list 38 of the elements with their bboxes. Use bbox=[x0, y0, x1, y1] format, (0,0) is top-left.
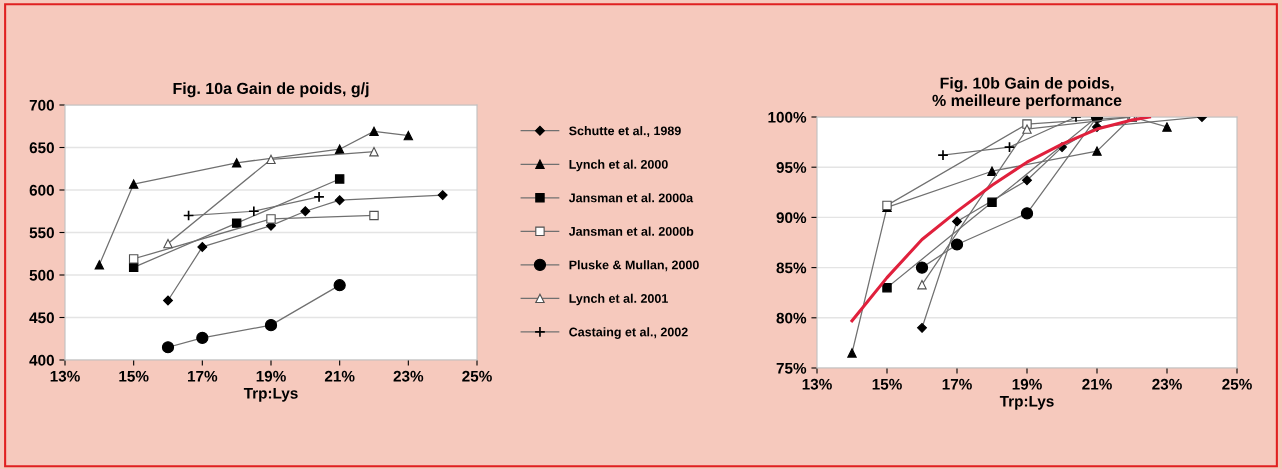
legend-label: Castaing et al., 2002 bbox=[569, 327, 688, 339]
chart-title: Fig. 10a Gain de poids, g/j bbox=[173, 82, 369, 98]
y-tick-label: 75% bbox=[776, 362, 807, 374]
x-tick-label: 19% bbox=[256, 370, 286, 382]
y-tick-label: 85% bbox=[776, 262, 807, 274]
legend-label: Pluske & Mullan, 2000 bbox=[569, 260, 699, 272]
x-tick-label: 19% bbox=[1012, 378, 1042, 390]
x-axis-title: Trp:Lys bbox=[243, 388, 298, 402]
y-tick-label: 90% bbox=[776, 212, 807, 224]
y-tick-label: 700 bbox=[29, 99, 54, 111]
y-tick-label: 95% bbox=[776, 162, 807, 173]
legend-label: Schutte et al., 1989 bbox=[569, 126, 681, 138]
x-tick-label: 17% bbox=[188, 370, 218, 382]
x-tick-label: 15% bbox=[119, 370, 149, 382]
x-tick-label: 17% bbox=[942, 378, 972, 390]
y-tick-label: 450 bbox=[29, 312, 54, 324]
legend-label: Lynch et al. 2001 bbox=[569, 293, 668, 306]
x-axis-title: Trp:Lys bbox=[999, 396, 1054, 410]
x-tick-label: 25% bbox=[1222, 378, 1252, 390]
chart-title: Fig. 10b Gain de poids, % meilleure performance bbox=[932, 77, 1122, 110]
x-tick-label: 23% bbox=[393, 370, 424, 382]
x-tick-label: 13% bbox=[50, 370, 80, 382]
x-tick-label: 23% bbox=[1152, 378, 1182, 390]
y-tick-label: 500 bbox=[29, 269, 54, 281]
x-tick-label: 21% bbox=[324, 370, 355, 382]
y-tick-label: 80% bbox=[776, 312, 807, 324]
legend-label: Jansman et al. 2000b bbox=[568, 226, 694, 236]
x-tick-label: 21% bbox=[1082, 378, 1112, 390]
x-tick-label: 13% bbox=[802, 378, 832, 390]
y-tick-label: 100% bbox=[768, 111, 807, 123]
y-tick-label: 600 bbox=[29, 184, 54, 196]
legend-label: Jansman et al. 2000a bbox=[568, 193, 694, 203]
y-tick-label: 400 bbox=[29, 354, 54, 366]
y-tick-label: 550 bbox=[29, 227, 54, 239]
x-tick-label: 15% bbox=[872, 378, 902, 390]
y-tick-label: 650 bbox=[29, 142, 54, 154]
x-tick-label: 25% bbox=[462, 370, 492, 382]
legend-label: Lynch et al. 2000 bbox=[569, 159, 668, 172]
